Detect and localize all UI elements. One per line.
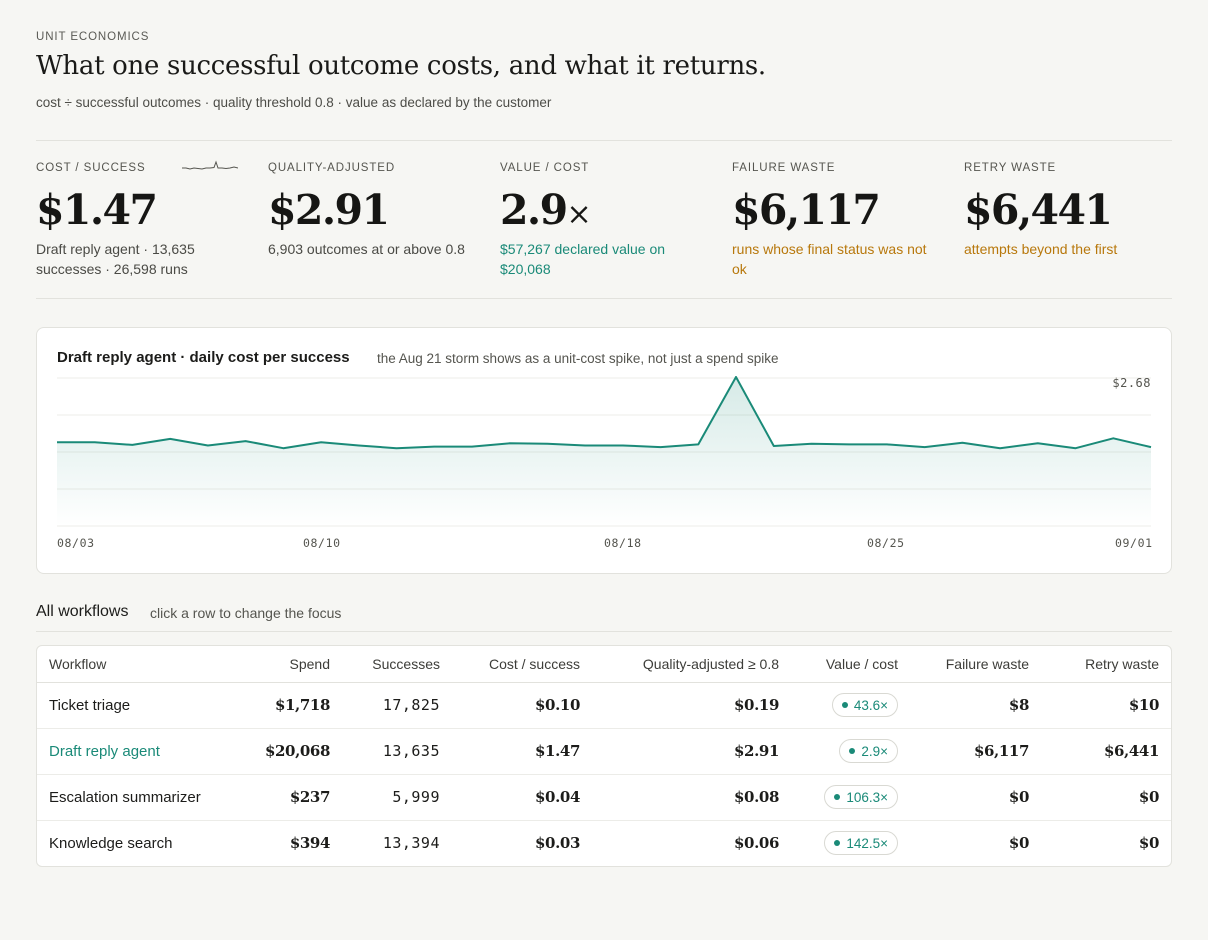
page-subtitle: cost ÷ successful outcomes · quality thr… — [36, 95, 552, 110]
kpi-note: $57,267 declared value on $20,068 — [500, 241, 666, 277]
table-header-row: Workflow Spend Successes Cost / success … — [37, 646, 1171, 683]
column-header-spend: Spend — [237, 646, 342, 683]
failure-waste-cell: $0 — [910, 774, 1041, 821]
workflow-name: Ticket triage — [37, 682, 237, 729]
workflow-name: Escalation summarizer — [37, 774, 237, 821]
retry-waste-cell: $10 — [1041, 682, 1171, 729]
kpi-value: $6,117 — [732, 186, 881, 234]
x-tick-label: 09/01 — [1115, 536, 1153, 550]
cost-cell: $0.04 — [452, 774, 592, 821]
kpi-retry-waste: RETRY WASTE $6,441 attempts beyond the f… — [964, 160, 1174, 259]
chart-subtitle: the Aug 21 storm shows as a unit-cost sp… — [377, 351, 779, 366]
status-dot-icon — [834, 840, 841, 847]
sparkline-icon — [182, 160, 238, 170]
table-row[interactable]: Knowledge search $394 13,394 $0.03 $0.06… — [37, 820, 1171, 866]
value-cost-badge: 106.3× — [824, 785, 898, 809]
x-tick-label: 08/10 — [303, 536, 341, 550]
retry-waste-cell: $0 — [1041, 774, 1171, 821]
column-header-workflow: Workflow — [37, 646, 237, 683]
cost-cell: $0.03 — [535, 834, 580, 853]
spend-cell: $394 — [289, 834, 331, 853]
kpi-value: $2.91 — [268, 186, 390, 234]
retry-waste-cell: $0 — [1138, 834, 1159, 853]
chart-title: Draft reply agent · daily cost per succe… — [57, 349, 350, 366]
page-title: What one successful outcome costs, and w… — [36, 51, 766, 81]
chart-max-label: $2.68 — [1112, 376, 1151, 390]
quality-adjusted-cell: $2.91 — [592, 728, 791, 775]
cost-cell: $1.47 — [452, 728, 592, 775]
column-header-cost: Cost / success — [452, 646, 592, 683]
quality-adjusted-cell: $0.06 — [734, 834, 779, 853]
cost-per-success-chart: $2.68 — [57, 376, 1152, 527]
quality-adjusted-cell: $0.08 — [592, 774, 791, 821]
column-header-retry-waste: Retry waste — [1041, 646, 1171, 683]
column-header-successes: Successes — [342, 646, 452, 683]
kpi-note: 6,903 outcomes at or above 0.8 — [268, 241, 465, 257]
spend-cell: $237 — [237, 774, 342, 821]
kpi-label: RETRY WASTE — [964, 162, 1057, 174]
kpi-failure-waste: FAILURE WASTE $6,117 runs whose final st… — [732, 160, 942, 279]
kpi-label: QUALITY-ADJUSTED — [268, 162, 396, 174]
value-cost-cell: 142.5× — [791, 820, 910, 866]
value-cost-cell: 43.6× — [791, 682, 910, 729]
status-dot-icon — [841, 702, 848, 708]
x-tick-label: 08/03 — [57, 536, 95, 550]
divider — [36, 631, 1172, 632]
failure-waste-cell: $6,117 — [910, 728, 1041, 775]
value-cost-badge: 43.6× — [831, 693, 898, 717]
kpi-note: Draft reply agent · 13,635 successes · 2… — [36, 241, 195, 277]
table-row[interactable]: Draft reply agent $20,068 13,635 $1.47 $… — [37, 728, 1171, 775]
table-row[interactable]: Escalation summarizer $237 5,999 $0.04 $… — [37, 774, 1171, 821]
workflow-name: Draft reply agent — [37, 728, 237, 775]
workflows-table: Workflow Spend Successes Cost / success … — [36, 645, 1172, 867]
successes-cell: 5,999 — [342, 774, 452, 821]
kpi-label: COST / SUCCESS — [36, 162, 146, 174]
value-cost-badge: 142.5× — [824, 831, 898, 856]
successes-cell: 17,825 — [342, 682, 452, 729]
kpi-value: $6,441 — [964, 186, 1113, 234]
divider — [36, 298, 1172, 299]
section-title: All workflows — [36, 603, 129, 620]
chart-line — [57, 376, 1152, 450]
spend-cell: $1,718 — [237, 682, 342, 729]
x-tick-label: 08/25 — [867, 536, 905, 550]
value-cost-cell: 2.9× — [791, 728, 910, 775]
kpi-quality-adjusted: QUALITY-ADJUSTED $2.91 6,903 outcomes at… — [268, 160, 478, 259]
successes-cell: 13,635 — [342, 728, 452, 775]
section-subtitle: click a row to change the focus — [150, 605, 342, 621]
failure-waste-cell: $0 — [1008, 834, 1029, 853]
x-tick-label: 08/18 — [604, 536, 642, 550]
kpi-label: FAILURE WASTE — [732, 162, 836, 174]
kpi-value: $1.47 — [36, 186, 158, 234]
successes-cell: 13,394 — [382, 834, 440, 853]
page-eyebrow: UNIT ECONOMICS — [36, 31, 150, 43]
quality-adjusted-cell: $0.19 — [592, 682, 791, 729]
column-header-value-cost: Value / cost — [791, 646, 910, 683]
value-cost-cell: 106.3× — [791, 774, 910, 821]
failure-waste-cell: $8 — [910, 682, 1041, 729]
kpi-label: VALUE / COST — [500, 162, 590, 174]
value-cost-badge: 2.9× — [839, 739, 898, 763]
kpi-note: attempts beyond the first — [964, 241, 1118, 257]
column-header-quality-adjusted: Quality-adjusted ≥ 0.8 — [592, 646, 791, 683]
retry-waste-cell: $6,441 — [1041, 728, 1171, 775]
spend-cell: $20,068 — [237, 728, 342, 775]
status-dot-icon — [834, 794, 841, 800]
kpi-cost-per-success: COST / SUCCESS $1.47 Draft reply agent ·… — [36, 160, 246, 279]
table-row[interactable]: Ticket triage $1,718 17,825 $0.10 $0.19 … — [37, 682, 1171, 729]
workflow-name: Knowledge search — [49, 834, 173, 852]
divider — [36, 140, 1172, 141]
chart-card: Draft reply agent · daily cost per succe… — [36, 327, 1172, 574]
kpi-note: runs whose final status was not ok — [732, 241, 927, 277]
column-header-failure-waste: Failure waste — [910, 646, 1041, 683]
chart-area — [57, 377, 1151, 526]
cost-cell: $0.10 — [452, 682, 592, 729]
status-dot-icon — [849, 748, 856, 754]
kpi-value-per-cost: VALUE / COST 2.9× $57,267 declared value… — [500, 160, 710, 279]
kpi-value: 2.9× — [500, 186, 592, 234]
